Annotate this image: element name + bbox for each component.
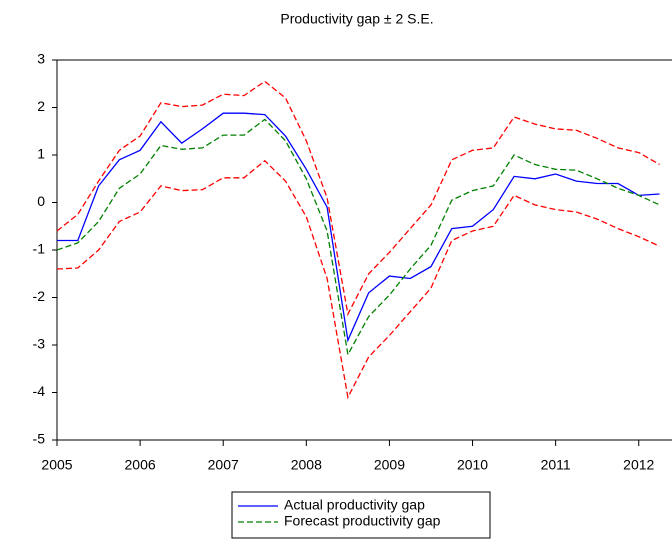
legend-label: Forecast productivity gap bbox=[284, 513, 441, 529]
x-tick-label: 2009 bbox=[374, 457, 405, 473]
x-tick-label: 2011 bbox=[541, 457, 571, 473]
y-tick-label: 3 bbox=[37, 51, 45, 67]
y-tick-label: -2 bbox=[33, 288, 46, 304]
x-tick-label: 2012 bbox=[623, 457, 654, 473]
x-tick-label: 2006 bbox=[125, 457, 156, 473]
legend-label: Actual productivity gap bbox=[284, 497, 425, 513]
y-tick-label: 0 bbox=[37, 193, 45, 209]
chart-title: Productivity gap ± 2 S.E. bbox=[280, 11, 433, 27]
y-tick-label: -3 bbox=[33, 336, 46, 352]
x-tick-label: 2005 bbox=[41, 457, 72, 473]
y-tick-label: 1 bbox=[37, 146, 45, 162]
x-tick-label: 2007 bbox=[208, 457, 239, 473]
legend-box bbox=[231, 491, 491, 539]
plot-frame bbox=[56, 59, 672, 441]
upper-band bbox=[56, 80, 660, 317]
x-tick-label: 2008 bbox=[291, 457, 322, 473]
y-tick-label: -5 bbox=[33, 431, 46, 447]
y-tick-label: -1 bbox=[33, 241, 46, 257]
x-tick-label: 2010 bbox=[457, 457, 488, 473]
series-line bbox=[57, 112, 660, 343]
y-tick-label: -4 bbox=[33, 383, 46, 399]
y-tick-label: 2 bbox=[37, 98, 45, 114]
series-line bbox=[56, 118, 660, 357]
lower-band bbox=[56, 159, 660, 400]
